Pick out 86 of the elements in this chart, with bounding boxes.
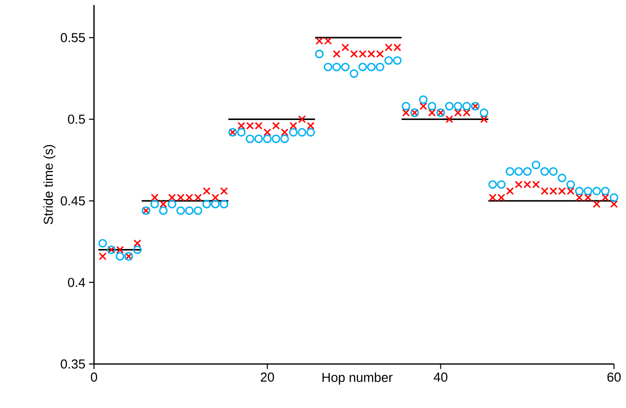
point	[402, 102, 410, 110]
point	[168, 200, 176, 208]
point	[246, 134, 254, 144]
point	[341, 44, 350, 52]
point	[211, 200, 220, 208]
point	[592, 186, 601, 196]
point	[98, 238, 107, 248]
point	[116, 252, 124, 261]
point	[272, 134, 280, 144]
point	[350, 69, 358, 78]
point	[98, 252, 107, 260]
point	[575, 186, 584, 196]
point	[506, 167, 514, 176]
point	[566, 180, 575, 189]
point	[384, 56, 393, 65]
point	[150, 200, 159, 208]
point	[523, 167, 532, 176]
y-tick-label: 0.55	[60, 33, 85, 42]
x-tick-label: 40	[434, 372, 448, 382]
point	[272, 122, 280, 130]
point	[306, 122, 315, 130]
point	[194, 206, 202, 215]
point	[133, 239, 142, 248]
point	[254, 134, 263, 144]
point	[341, 62, 350, 72]
point	[289, 122, 298, 130]
y-tick-label: 0.35	[60, 359, 85, 369]
point	[367, 62, 376, 72]
point	[445, 102, 454, 110]
y-tick-label: 0.4	[68, 278, 86, 287]
point	[133, 245, 142, 254]
point	[610, 200, 618, 208]
point	[584, 186, 592, 196]
point	[601, 194, 610, 202]
point	[159, 206, 168, 215]
point	[263, 128, 272, 136]
x-tick-label: 0	[90, 372, 98, 382]
x-axis-title: Hop number	[322, 372, 393, 385]
point	[220, 200, 228, 208]
point	[324, 62, 332, 72]
point	[428, 102, 436, 110]
point	[289, 128, 298, 137]
point	[497, 180, 506, 189]
point	[263, 134, 272, 144]
point	[549, 167, 558, 176]
point	[176, 206, 185, 215]
point	[159, 200, 168, 208]
point	[332, 62, 341, 72]
point	[419, 102, 428, 110]
point	[514, 167, 523, 176]
point	[419, 95, 428, 104]
point	[315, 50, 324, 58]
x-tick-label: 20	[260, 372, 274, 382]
point	[532, 160, 540, 170]
point	[506, 187, 514, 195]
point	[185, 206, 194, 215]
point	[488, 180, 497, 189]
point	[358, 62, 367, 72]
point	[480, 115, 488, 124]
point	[298, 115, 306, 124]
x-tick-label: 60	[607, 372, 621, 382]
y-axis-title: Stride time (s)	[43, 145, 56, 224]
point	[150, 194, 159, 202]
point	[220, 187, 228, 195]
point	[280, 128, 289, 136]
point	[393, 56, 402, 65]
point	[202, 200, 211, 208]
point	[540, 167, 549, 176]
point	[298, 128, 306, 137]
y-tick-label: 0.5	[68, 114, 85, 124]
point	[376, 62, 384, 72]
point	[332, 50, 341, 58]
point	[480, 108, 488, 117]
point	[445, 115, 454, 124]
point	[306, 128, 315, 137]
point	[202, 187, 211, 195]
point	[237, 128, 246, 137]
y-tick-label: 0.45	[60, 196, 85, 206]
point	[601, 186, 610, 196]
point	[592, 200, 601, 208]
point	[610, 193, 618, 202]
point	[280, 134, 289, 144]
point	[558, 174, 566, 182]
point	[454, 102, 462, 110]
point	[462, 102, 471, 110]
point	[211, 194, 220, 202]
